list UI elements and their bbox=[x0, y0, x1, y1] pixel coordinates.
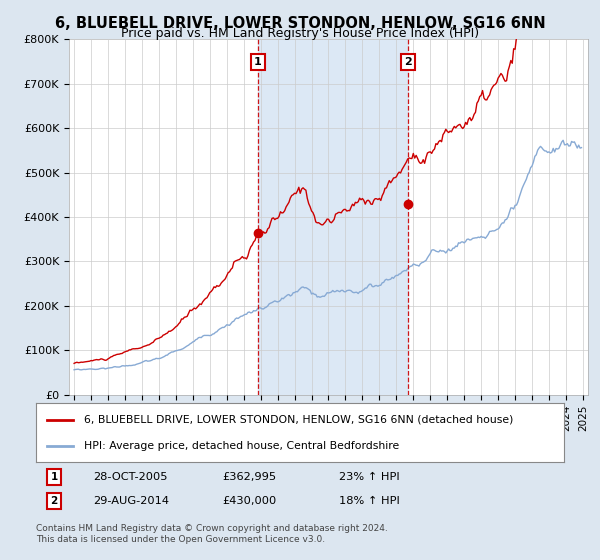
Text: 1: 1 bbox=[50, 472, 58, 482]
Text: 2: 2 bbox=[404, 57, 412, 67]
Text: 2: 2 bbox=[50, 496, 58, 506]
Bar bbox=[257, 39, 407, 395]
Text: HPI: Average price, detached house, Central Bedfordshire: HPI: Average price, detached house, Cent… bbox=[83, 441, 399, 451]
Text: 29-AUG-2014: 29-AUG-2014 bbox=[93, 496, 169, 506]
Text: 6, BLUEBELL DRIVE, LOWER STONDON, HENLOW, SG16 6NN: 6, BLUEBELL DRIVE, LOWER STONDON, HENLOW… bbox=[55, 16, 545, 31]
Text: Contains HM Land Registry data © Crown copyright and database right 2024.: Contains HM Land Registry data © Crown c… bbox=[36, 524, 388, 533]
Text: 28-OCT-2005: 28-OCT-2005 bbox=[93, 472, 167, 482]
Text: £362,995: £362,995 bbox=[222, 472, 276, 482]
Text: £430,000: £430,000 bbox=[222, 496, 276, 506]
Text: This data is licensed under the Open Government Licence v3.0.: This data is licensed under the Open Gov… bbox=[36, 535, 325, 544]
Text: 6, BLUEBELL DRIVE, LOWER STONDON, HENLOW, SG16 6NN (detached house): 6, BLUEBELL DRIVE, LOWER STONDON, HENLOW… bbox=[83, 414, 513, 424]
Text: 23% ↑ HPI: 23% ↑ HPI bbox=[339, 472, 400, 482]
Text: 1: 1 bbox=[254, 57, 262, 67]
Text: 18% ↑ HPI: 18% ↑ HPI bbox=[339, 496, 400, 506]
Text: Price paid vs. HM Land Registry's House Price Index (HPI): Price paid vs. HM Land Registry's House … bbox=[121, 27, 479, 40]
